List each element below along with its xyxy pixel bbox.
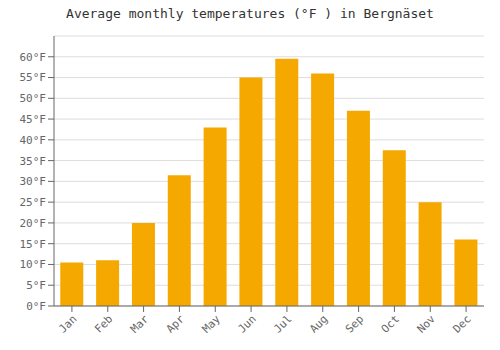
svg-text:45°F: 45°F [20,113,47,126]
svg-text:Nov: Nov [415,312,439,336]
svg-text:0°F: 0°F [26,300,46,313]
svg-text:Feb: Feb [92,312,115,335]
svg-text:5°F: 5°F [26,279,46,292]
svg-text:60°F: 60°F [20,51,47,64]
svg-text:Jul: Jul [271,312,294,335]
svg-text:Jun: Jun [235,312,258,335]
svg-text:20°F: 20°F [20,217,47,230]
svg-text:Apr: Apr [164,312,188,336]
svg-text:Mar: Mar [128,312,152,336]
svg-text:35°F: 35°F [20,155,47,168]
svg-text:Dec: Dec [450,312,473,335]
svg-text:May: May [200,312,224,336]
svg-text:55°F: 55°F [20,71,47,84]
svg-text:40°F: 40°F [20,134,47,147]
svg-text:15°F: 15°F [20,238,47,251]
svg-text:25°F: 25°F [20,196,47,209]
svg-text:10°F: 10°F [20,258,47,271]
html-text:Average monthly temperatures (: Average monthly temperatures (°F ) in Be… [66,6,434,21]
svg-text:Sep: Sep [343,312,366,335]
svg-text:30°F: 30°F [20,175,47,188]
svg-text:Jan: Jan [56,312,79,335]
svg-text:Aug: Aug [307,312,330,335]
svg-text:50°F: 50°F [20,92,47,105]
svg-text:Oct: Oct [379,312,402,335]
